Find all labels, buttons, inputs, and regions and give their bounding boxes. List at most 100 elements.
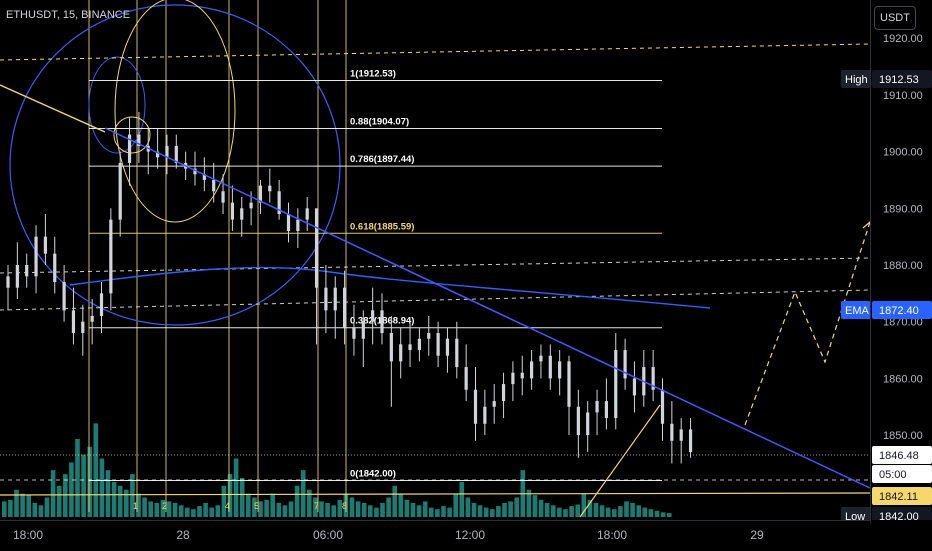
- time-tick-label: 29: [750, 528, 764, 542]
- candle-body: [202, 174, 206, 180]
- fib-time-zones: 1 2 4 5 7 8: [88, 0, 347, 512]
- volume-bar: [490, 509, 495, 517]
- price-label-tag-box: [841, 301, 871, 319]
- candle-body: [221, 191, 225, 203]
- volume-bar: [587, 499, 593, 517]
- candle-body: [473, 389, 478, 424]
- ema-line: [69, 266, 711, 309]
- price-tick-label: 1880.00: [883, 260, 923, 272]
- price-label-value: 1872.40: [879, 305, 919, 317]
- candle-body: [305, 208, 309, 220]
- candle-body: [567, 361, 571, 407]
- spiral-arc: [113, 116, 151, 154]
- time-axis[interactable]: 18:00 28 06:00 12:00 18:00 29: [0, 520, 870, 551]
- volume-bar: [154, 502, 160, 517]
- volume-bar: [563, 509, 568, 517]
- volume-bar: [465, 497, 471, 517]
- volume-bar: [386, 497, 391, 517]
- volume-bar: [20, 493, 25, 517]
- candle-body: [127, 134, 132, 163]
- volume-bar: [666, 513, 672, 517]
- volume-bar: [307, 489, 312, 517]
- candle-body: [530, 361, 534, 379]
- volume-bar: [99, 458, 105, 517]
- candle-body: [286, 213, 291, 231]
- volume-bar: [624, 501, 629, 517]
- price-label-value: 1842.11: [879, 491, 918, 503]
- volume-bar: [233, 458, 239, 517]
- volume-bar: [14, 489, 19, 517]
- fib-retracement: 1(1912.53) 0.88(1904.07) 0.786(1897.44) 0.6…: [89, 69, 662, 481]
- dashed-guide: [0, 257, 871, 274]
- candle-body: [268, 185, 272, 192]
- volume-bar: [337, 499, 343, 517]
- candle-body: [660, 389, 665, 424]
- volume-bar: [618, 506, 623, 517]
- volume-bar: [44, 497, 50, 517]
- volume-bar: [282, 505, 288, 517]
- rising-trendline: [579, 404, 661, 518]
- volume-bar: [422, 501, 428, 517]
- volume-bar: [56, 485, 62, 517]
- candle-body: [558, 361, 562, 379]
- price-label-value: 05:00: [879, 469, 907, 481]
- candle-body: [604, 401, 608, 419]
- volume-bar: [660, 512, 666, 517]
- volume-bar: [654, 510, 660, 517]
- candle-body: [90, 316, 94, 322]
- volume-bar: [508, 501, 513, 517]
- volume-bar: [32, 502, 38, 517]
- price-tick-label: 1900.00: [883, 147, 923, 159]
- price-label-box: [872, 301, 932, 319]
- volume-bar: [392, 485, 397, 517]
- candle-body: [62, 282, 66, 311]
- volume-bar: [605, 507, 611, 517]
- candle-body: [53, 253, 57, 283]
- candle-body: [212, 179, 216, 192]
- volume-bar: [81, 454, 86, 517]
- candle-body: [296, 219, 300, 231]
- volume-bar: [160, 499, 166, 517]
- volume-bar: [172, 502, 178, 517]
- fib-level-label: 0.88(1904.07): [350, 117, 409, 128]
- price-tick-label: 1850.00: [883, 430, 923, 442]
- projection-path: [744, 220, 873, 426]
- price-label-box: [872, 487, 932, 505]
- candle-body: [371, 310, 375, 322]
- volume-bar: [593, 502, 599, 517]
- fib-level-label: 0.786(1897.44): [350, 154, 414, 165]
- candle-body: [539, 355, 543, 362]
- candle-body: [670, 423, 674, 441]
- volume-bar: [258, 501, 263, 517]
- volume-bar: [111, 481, 117, 517]
- volume-bar: [575, 504, 580, 517]
- volume-bar: [380, 502, 385, 517]
- volume-bar: [471, 502, 477, 517]
- time-tick-label: 12:00: [455, 528, 485, 542]
- volume-bar: [551, 505, 556, 517]
- symbol-title: ETHUSDT, 15, BINANCE: [6, 9, 131, 21]
- dashed-guide: [0, 43, 871, 61]
- price-label-tag: EMA: [845, 305, 870, 317]
- candle-body: [595, 401, 599, 413]
- candle-body: [651, 367, 655, 390]
- volume-bar: [148, 501, 153, 517]
- time-tick-label: 18:00: [13, 528, 43, 542]
- volume-bar: [105, 470, 111, 517]
- price-axis[interactable]: 1920.00 1910.00 1900.00 1890.00 1880.00 1870.…: [870, 0, 932, 520]
- fib-level-label: 0(1842.00): [350, 468, 396, 479]
- candle-body: [6, 276, 10, 288]
- volume-bar: [8, 499, 13, 517]
- candle-body: [71, 310, 76, 334]
- volume-bar: [514, 497, 519, 517]
- volume-bar: [26, 495, 31, 517]
- volume-bar: [142, 497, 147, 517]
- volume-bar: [459, 481, 465, 517]
- volume-bar: [374, 507, 379, 517]
- ema-curve: [69, 266, 711, 309]
- currency-button[interactable]: USDT: [874, 6, 916, 30]
- spiral-arc: [88, 56, 146, 154]
- volume-bar: [197, 506, 202, 517]
- volume-bar: [496, 506, 501, 517]
